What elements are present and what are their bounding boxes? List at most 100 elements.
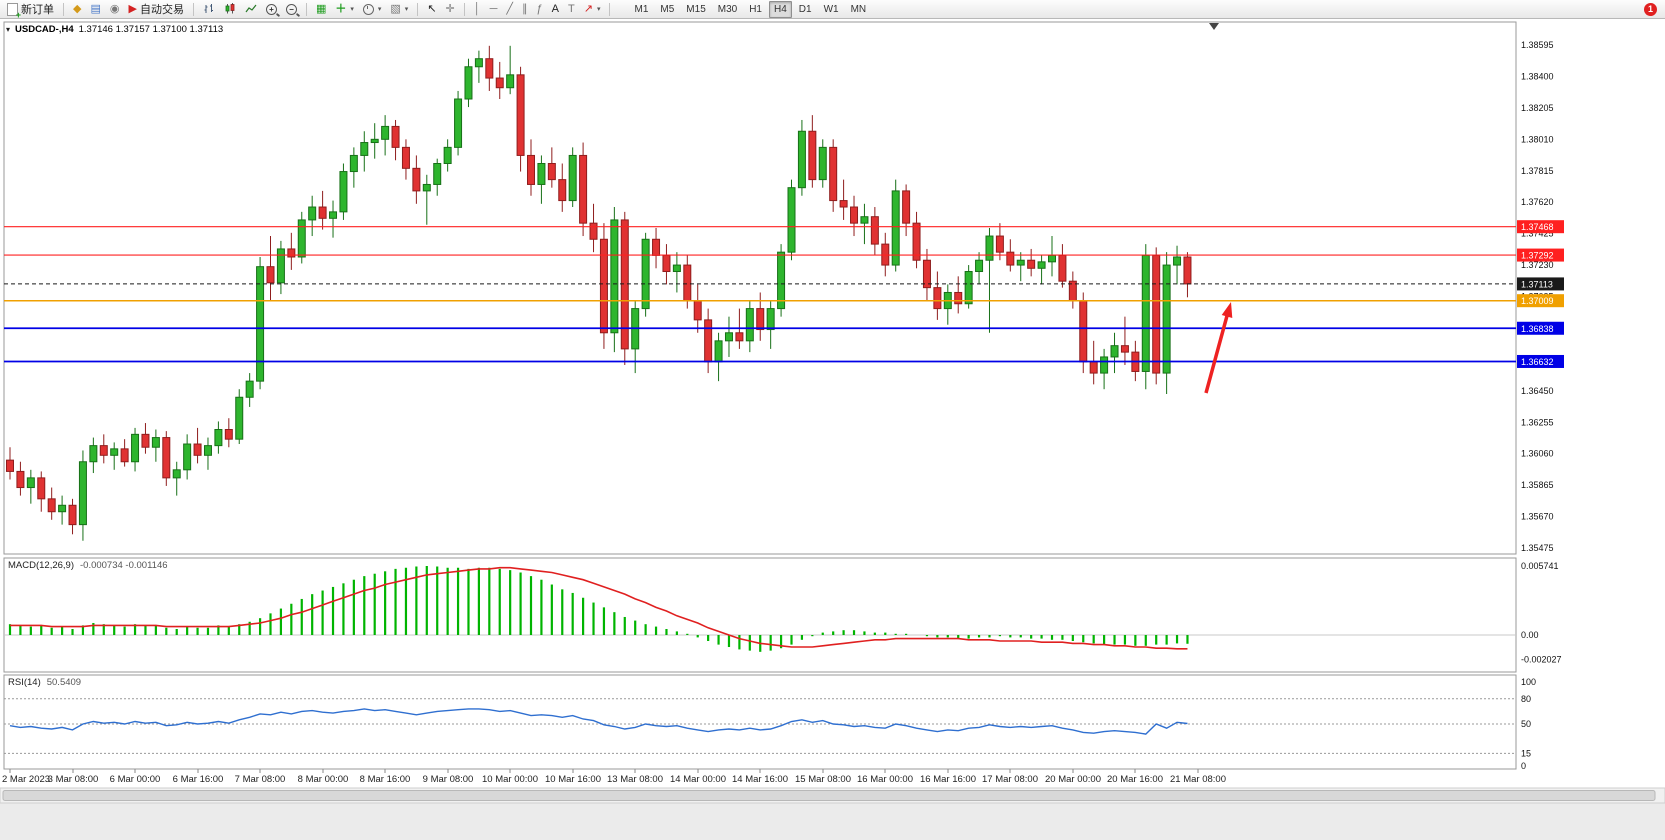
time-axis-label: 16 Mar 00:00	[857, 774, 913, 785]
crosshair-icon: ✛	[445, 2, 455, 15]
price-axis-label: 1.37815	[1521, 166, 1554, 176]
candle-body	[381, 125, 390, 140]
timeframe-button-m30[interactable]: M30	[717, 3, 738, 15]
timeframe-button-w1[interactable]: W1	[823, 3, 839, 15]
arrows-tool-button[interactable]: ↗ ▾	[580, 1, 605, 18]
candle-body	[141, 433, 150, 448]
panel-divider[interactable]	[4, 554, 1516, 558]
time-axis-label: 8 Mar 00:00	[298, 774, 349, 785]
price-axis-label: 1.38010	[1521, 134, 1554, 144]
candle-body	[995, 235, 1004, 253]
chart-ohlc-values: 1.37146 1.37157 1.37100 1.37113	[78, 24, 224, 35]
h-scrollbar-thumb[interactable]	[2, 790, 1656, 801]
chart-canvas: 1.38595 1.38400 1.38205 1.38010 1.37815 1.376…	[0, 21, 1665, 840]
candle-body	[1006, 251, 1015, 266]
candle-body	[276, 248, 285, 284]
timeframe-button-h1[interactable]: H1	[749, 3, 762, 15]
candle-body	[1016, 259, 1025, 266]
zoom-in-button[interactable]: +	[262, 1, 281, 18]
price-axis[interactable]	[1516, 22, 1580, 784]
timeframe-button-m1[interactable]: M1	[634, 3, 649, 15]
candle-body	[672, 264, 681, 273]
line-chart-mode-button[interactable]	[241, 1, 261, 18]
chevron-down-icon: ▾	[404, 6, 409, 13]
trend-arrow-head[interactable]	[1221, 302, 1233, 318]
macd-signal-line	[10, 566, 1188, 650]
rsi-axis-label: 15	[1521, 748, 1531, 758]
time-axis-label: 21 Mar 08:00	[1170, 774, 1226, 785]
channel-tool-button[interactable]: ∥	[518, 1, 532, 18]
price-axis-label: 1.36450	[1521, 386, 1554, 396]
candle-body	[839, 200, 848, 208]
price-axis-label: 1.35670	[1521, 512, 1554, 522]
candle-body	[172, 469, 181, 479]
horizontal-line-icon: ─	[489, 2, 498, 15]
horizontal-line-tool-button[interactable]: ─	[486, 1, 502, 18]
market-watch-button[interactable]: ◆	[69, 1, 85, 18]
price-tag	[1517, 248, 1564, 262]
panel-divider[interactable]	[4, 672, 1516, 676]
navigator-icon: ◉	[109, 2, 120, 15]
price-tag	[1517, 220, 1564, 234]
candle-body	[589, 222, 598, 240]
vertical-line-icon: │	[473, 2, 481, 15]
templates-button[interactable]: ▧ ▾	[386, 1, 412, 18]
candle-body	[724, 332, 733, 342]
trendline-icon: ╱	[506, 2, 514, 15]
timeframe-button-d1[interactable]: D1	[798, 3, 812, 15]
trendline-tool-button[interactable]: ╱	[502, 1, 517, 18]
toolbar-separator	[463, 2, 465, 16]
zoom-out-button[interactable]: −	[282, 1, 301, 18]
candle-body	[850, 206, 859, 224]
chevron-down-icon: ▾	[350, 6, 354, 13]
candle-body	[1173, 256, 1182, 266]
symbol-dropdown-icon: ▾	[6, 25, 11, 34]
data-window-icon: ▤	[90, 2, 101, 15]
fibonacci-tool-button[interactable]: ƒ	[533, 1, 547, 18]
label-tool-button[interactable]: T	[564, 1, 579, 18]
candle-body	[193, 443, 202, 456]
chart-title: ▾ USDCAD-,H4 1.37146 1.37157 1.37100 1.3…	[6, 24, 223, 35]
data-window-button[interactable]: ▤	[86, 1, 104, 18]
trend-arrow-annotation[interactable]	[1204, 313, 1230, 394]
candle-body	[808, 130, 817, 181]
cursor-tool-button[interactable]: ↖	[423, 1, 440, 18]
time-axis[interactable]	[0, 770, 1516, 786]
new-order-button[interactable]: 新订单	[3, 1, 58, 20]
bar-chart-mode-button[interactable]	[199, 1, 219, 18]
candle-body	[214, 429, 223, 447]
indicators-button[interactable]: ＋ ▾	[331, 1, 358, 18]
timeframe-button-m5[interactable]: M5	[660, 3, 675, 15]
time-axis-label: 20 Mar 00:00	[1045, 774, 1101, 785]
candle-body	[297, 219, 306, 258]
timeframe-button-h4[interactable]: H4	[769, 0, 792, 18]
candle-body	[1100, 356, 1109, 374]
candle-body	[1162, 264, 1171, 374]
candle-body	[99, 445, 108, 456]
timeframe-button-m15[interactable]: M15	[686, 3, 706, 15]
candle-body	[224, 429, 233, 440]
price-tag-label: 1.37113	[1521, 279, 1553, 289]
navigator-button[interactable]: ◉	[106, 1, 124, 18]
candle-body	[1120, 345, 1129, 353]
chart-shift-marker-icon[interactable]	[1209, 23, 1219, 30]
new-order-icon	[7, 2, 21, 20]
notification-badge[interactable]: 1	[1644, 2, 1657, 16]
candle-body	[464, 66, 473, 100]
tile-windows-button[interactable]: ▦	[312, 1, 330, 18]
candle-body	[516, 74, 525, 156]
rsi-axis-label: 0	[1521, 761, 1526, 771]
price-axis-label: 1.37620	[1521, 197, 1554, 207]
vertical-line-tool-button[interactable]: │	[470, 1, 485, 18]
periods-button[interactable]: ▾	[359, 1, 386, 18]
candle-body	[745, 308, 754, 342]
auto-trading-button[interactable]: ▶ 自动交易	[124, 1, 187, 18]
candle-body	[245, 380, 254, 398]
fibonacci-icon: ƒ	[536, 2, 543, 15]
chart-plot-area[interactable]	[4, 22, 1516, 554]
crosshair-tool-button[interactable]: ✛	[442, 1, 459, 18]
text-tool-button[interactable]: A	[548, 1, 563, 18]
candlestick-mode-button[interactable]	[220, 1, 240, 18]
timeframe-button-mn[interactable]: MN	[850, 3, 867, 15]
chart-symbol-label: USDCAD-,H4	[15, 24, 74, 35]
